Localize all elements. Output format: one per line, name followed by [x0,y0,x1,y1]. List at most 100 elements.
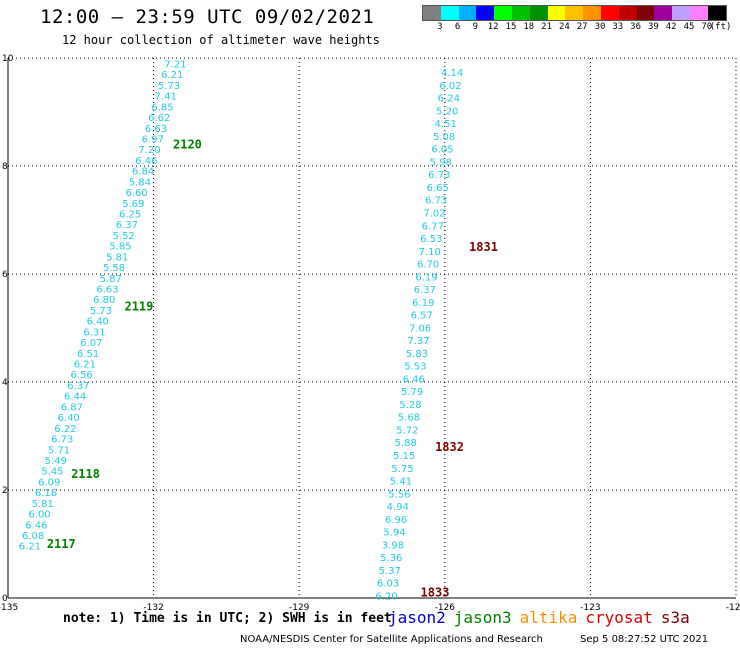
x-tick-label: -132 [143,603,163,613]
color-swatch [440,6,459,20]
swh-data-label: 5.85 [109,242,131,253]
color-scale-bar [422,5,727,21]
swh-data-label: 7.37 [407,336,429,347]
swh-data-label: 5.37 [379,566,401,577]
color-scale-label: 21 [541,22,553,32]
x-tick-label: -135 [0,603,18,613]
swh-data-label: 5.71 [48,445,70,456]
swh-data-label: 7.41 [155,92,177,103]
legend-item-jason2: jason2 [388,608,446,627]
color-swatch [654,6,673,20]
color-swatch [494,6,512,20]
swh-data-label: 6.63 [145,124,167,135]
y-tick-label: 0 [2,594,8,604]
swh-data-label: 5.56 [388,489,410,500]
swh-data-label: 6.87 [61,402,83,413]
footer-credit: NOAA/NESDIS Center for Satellite Applica… [240,634,543,645]
swh-data-label: 5.73 [158,81,180,92]
swh-data-label: 6.09 [38,477,60,488]
x-tick-label: -126 [435,603,456,613]
swh-data-label: 6.53 [420,234,442,245]
pass-time-label: 2120 [173,137,202,151]
swh-data-label: 5.08 [433,132,455,143]
swh-data-label: 6.70 [417,260,439,271]
swh-data-label: 6.02 [439,81,461,92]
swh-data-label: 5.68 [398,413,420,424]
y-tick-label: 6 [2,270,8,280]
color-scale-label: 33 [612,22,624,32]
swh-data-label: 5.58 [103,263,125,274]
legend-item-altika: altika [519,608,578,627]
swh-data-label: 6.65 [427,183,449,194]
swh-data-label: 5.88 [395,438,417,449]
swh-data-label: 5.45 [41,467,63,478]
color-swatch [565,6,584,20]
swh-data-label: 7.21 [164,59,186,70]
swh-data-label: 6.73 [425,196,447,207]
x-tick-label: -129 [289,603,310,613]
color-swatch [529,6,548,20]
color-scale-label: 3 [437,22,443,32]
color-scale-labels: 3 6 9 12 15 18 21 24 27 30 33 36 39 42 45 70 (ft) [422,22,740,34]
color-scale-label: 39 [647,22,659,32]
pass-time-label: 2117 [47,537,76,551]
footer-timestamp: Sep 5 08:27:52 UTC 2021 [580,634,709,645]
swh-data-label: 5.41 [390,477,412,488]
y-tick-label: 8 [2,162,8,172]
swh-data-label: 6.25 [119,210,141,221]
color-swatch [547,6,566,20]
swh-data-label: 5.52 [113,231,135,242]
swh-data-label: 6.21 [74,360,96,371]
y-tick-label: 10 [2,54,14,64]
swh-data-label: 6.40 [87,317,109,328]
color-scale-label: 15 [505,22,517,32]
swh-data-label: 6.08 [22,531,44,542]
swh-data-label: 5.83 [406,349,428,360]
legend-item-cryosat: cryosat [585,608,653,627]
swh-data-label: 5.28 [399,400,421,411]
swh-data-label: 5.49 [45,456,67,467]
swh-data-label: 6.05 [431,145,453,156]
swh-data-label: 6.21 [161,70,183,81]
color-swatch [600,6,619,20]
swh-data-label: 4.51 [435,119,457,130]
swh-data-label: 6.63 [96,285,118,296]
swh-data-label: 5.84 [129,177,151,188]
swh-data-label: 4.94 [387,502,409,513]
swh-data-label: 5.98 [430,157,452,168]
pass-time-label: 1831 [469,240,498,254]
swh-data-label: 5.87 [100,274,122,285]
swh-data-label: 6.73 [428,170,450,181]
legend-item-s3a: s3a [660,608,690,627]
color-scale-label: 30 [594,22,606,32]
pass-time-label: 2118 [71,467,100,481]
swh-data-label: 6.19 [415,272,437,283]
swh-data-label: 7.10 [419,247,441,258]
swh-data-label: 6.16 [35,488,57,499]
pass-time-label: 2119 [124,299,153,313]
swh-data-label: 6.22 [54,424,76,435]
swh-data-label: 5.94 [383,528,405,539]
swh-data-label: 6.73 [51,435,73,446]
swh-data-label: 6.03 [377,579,399,590]
swh-data-label: 6.77 [422,221,444,232]
swh-data-label: 5.79 [401,387,423,398]
swh-data-label: 6.31 [83,327,105,338]
swh-data-label: 7.06 [409,323,431,334]
color-scale-label: 9 [472,22,479,32]
swh-data-label: 3.98 [382,540,404,551]
swh-data-label: 5.69 [122,199,144,210]
swh-data-label: 7.02 [423,209,445,220]
legend-item-jason3: jason3 [453,608,512,627]
y-tick-label: 4 [2,378,8,388]
color-scale-label: 24 [558,22,570,32]
color-scale-label: 6 [454,22,461,32]
swh-data-label: 6.97 [142,134,164,145]
swh-data-label: 6.24 [438,94,460,105]
swh-data-label: 6.84 [132,167,154,178]
swh-data-label: 7.20 [138,145,160,156]
swh-data-label: 6.19 [412,298,434,309]
swh-data-label: 5.81 [32,499,54,510]
color-scale-label: 70 [701,22,713,32]
